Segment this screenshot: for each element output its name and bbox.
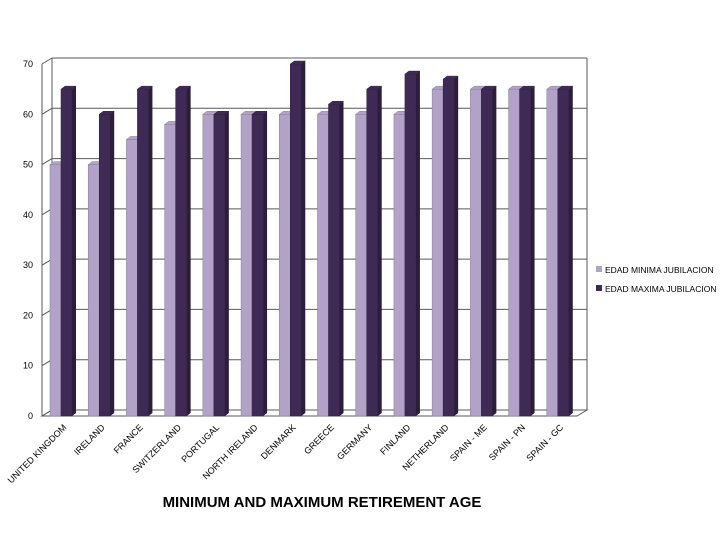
y-tick-label: 20	[23, 310, 33, 320]
legend-swatch	[596, 285, 602, 291]
x-tick-label: FINLAND	[378, 422, 413, 457]
x-tick-label: FRANCE	[112, 422, 145, 455]
bar-max-4	[213, 111, 230, 417]
x-axis-labels: UNITED KINGDOM IRELAND FRANCESWITZERLANDPO…	[6, 422, 566, 485]
x-tick-label: GERMANY	[335, 422, 374, 461]
chart-walls	[40, 58, 589, 417]
bar-max-10	[442, 75, 459, 417]
y-tick-label: 60	[23, 109, 33, 119]
legend: EDAD MINIMA JUBILACION EDAD MAXIMA JUBILA…	[596, 265, 716, 294]
bars	[49, 60, 574, 417]
x-tick-label: DENMARK	[259, 422, 298, 461]
bar-max-12	[518, 85, 536, 417]
bar-max-7	[327, 100, 345, 417]
bar-max-3	[174, 85, 192, 417]
legend-label: EDAD MINIMA JUBILACION	[605, 265, 714, 275]
x-tick-label: SPAIN - PN	[487, 422, 527, 462]
bar-max-6	[289, 60, 307, 417]
y-tick-label: 10	[23, 361, 33, 371]
bar-max-8	[365, 85, 383, 417]
chart-floor	[40, 409, 589, 417]
side-wall-line	[41, 158, 53, 166]
y-axis-ticks: 0 10 20 30 40 50 60 70	[23, 59, 33, 421]
bar-max-0	[60, 85, 77, 417]
x-tick-label: GREECE	[302, 422, 336, 456]
bar-max-2	[136, 85, 154, 417]
bar-max-5	[251, 111, 268, 417]
chart-title: MINIMUM AND MAXIMUM RETIREMENT AGE	[162, 494, 482, 511]
bar-max-1	[98, 111, 115, 417]
y-tick-label: 40	[23, 210, 33, 220]
x-tick-label: SPAIN - GC	[524, 422, 565, 463]
y-tick-label: 70	[23, 59, 33, 69]
y-tick-label: 30	[23, 260, 33, 270]
legend-swatch	[596, 266, 602, 272]
bar-max-11	[480, 85, 498, 417]
bar-max-13	[557, 85, 574, 417]
y-tick-label: 50	[23, 160, 33, 170]
x-tick-label: UNITED KINGDOM	[6, 422, 69, 485]
legend-label: EDAD MAXIMA JUBILACION	[605, 284, 716, 294]
side-wall-line	[41, 57, 53, 65]
x-tick-label: SPAIN - ME	[448, 422, 489, 463]
bar-max-9	[404, 70, 421, 417]
y-tick-label: 0	[28, 411, 33, 421]
gridlines	[41, 57, 587, 417]
x-tick-label: IRELAND	[72, 422, 107, 457]
side-wall-line	[41, 107, 53, 115]
x-tick-label: PORTUGAL	[179, 422, 221, 464]
